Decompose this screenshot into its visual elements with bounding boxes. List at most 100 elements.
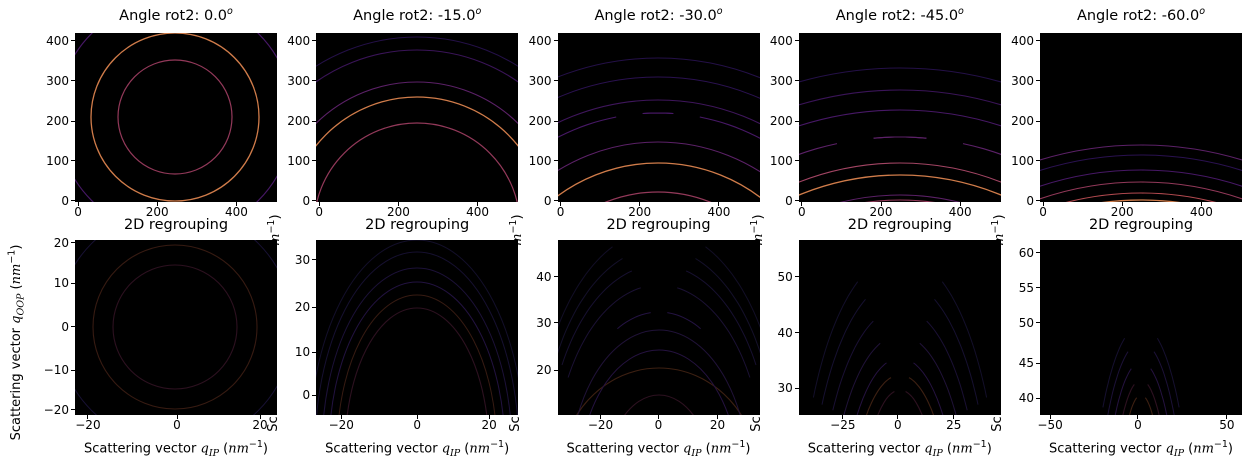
xlabel-subscript-text: IP	[932, 447, 943, 459]
regrouped-panel-4-ylabel-fragment-top: m−1)	[748, 213, 766, 247]
diffraction-ring	[557, 141, 760, 173]
diffraction-ring	[117, 59, 233, 175]
fragment-close: )	[750, 214, 766, 220]
regrouped-panel-4-image	[798, 240, 1001, 415]
fragment-unit: m	[992, 233, 1008, 246]
x-tick-mark	[718, 202, 720, 206]
regrouped-panel-4-ytick-label: 30	[777, 381, 793, 396]
y-tick-mark	[71, 369, 75, 371]
regrouped-panel-3-ylabel-fragment-bottom: Sc	[507, 416, 523, 432]
regrouped-panel-5-ytick-label: 50	[1018, 315, 1034, 330]
y-tick-mark	[312, 306, 317, 308]
xlabel-unit-exponent: −1	[490, 439, 505, 450]
detector-image-panel-1-xtick-label: 400	[224, 205, 248, 219]
diffraction-ring-arc	[694, 258, 760, 354]
diffraction-ring	[316, 251, 519, 415]
diffraction-ring-arc	[699, 116, 760, 139]
y-tick-mark	[1036, 287, 1040, 289]
diffraction-ring	[1066, 192, 1216, 202]
ylabel-unit-close: )	[8, 244, 24, 250]
xlabel-q-symbol: q	[1165, 441, 1174, 457]
y-tick-mark	[1036, 120, 1040, 122]
regrouped-panel-3-ytick-label: 40	[536, 269, 552, 284]
detector-image-panel-4-xtick-label: 200	[869, 205, 893, 219]
detector-image-panel-4-ytick-label: 400	[769, 33, 793, 48]
diffraction-ring	[316, 81, 519, 125]
detector-image-panel-2-ytick-label: 200	[287, 114, 311, 129]
diffraction-ring	[557, 57, 760, 79]
diffraction-ring-arc	[832, 320, 874, 411]
regrouped-panel-1-ytick-label: −10	[43, 363, 69, 378]
x-tick-mark	[477, 202, 479, 206]
regrouped-panel-1-xaxis-label: Scattering vector qIP (nm−1)	[55, 437, 297, 462]
xlabel-unit-close: )	[504, 441, 510, 457]
y-tick-mark	[312, 200, 317, 202]
diffraction-ring-arc	[1156, 337, 1180, 408]
xlabel-unit: nm	[952, 441, 973, 457]
regrouped-panel-4-xtick-label: 25	[946, 418, 962, 432]
diffraction-ring	[1040, 144, 1242, 161]
detector-image-panel-5-title: Angle rot2: -60.0o	[1020, 6, 1248, 26]
diffraction-ring-arc	[676, 287, 750, 378]
x-tick-mark	[1226, 415, 1228, 419]
xlabel-unit: nm	[1193, 441, 1214, 457]
ylabel-q-symbol: q	[8, 315, 24, 324]
y-tick-mark	[1036, 362, 1040, 364]
diffraction-ring	[575, 367, 742, 415]
xlabel-unit-exponent: −1	[248, 439, 263, 450]
detector-image-panel-4-ytick-label: 200	[769, 114, 793, 129]
regrouped-panel-3-image	[557, 240, 760, 415]
x-tick-mark	[600, 415, 602, 419]
detector-image-panel-5-ytick-label: 0	[1026, 193, 1034, 208]
diffraction-ring	[346, 307, 488, 415]
diffraction-ring	[75, 33, 277, 202]
xlabel-subscript: IP	[209, 448, 219, 459]
diffraction-ring-arc	[926, 320, 968, 411]
x-tick-mark	[397, 202, 399, 206]
xlabel-unit: nm	[710, 441, 732, 457]
diffraction-ring-arc	[1144, 397, 1154, 415]
degree-superscript: o	[227, 6, 233, 18]
y-tick-mark	[794, 200, 799, 202]
diffraction-ring-arc	[821, 298, 866, 405]
detector-image-panel-1-ytick-label: 400	[46, 33, 69, 48]
detector-image-panel-1-ytick-label: 200	[46, 114, 69, 129]
regrouped-panel-3-xtick-label: −20	[587, 418, 614, 432]
diffraction-ring-arc	[877, 391, 895, 415]
panel-title-text: 2D regrouping	[1088, 217, 1194, 233]
detector-image-panel-3-ytick-label: 100	[528, 153, 552, 168]
diffraction-ring-arc	[557, 246, 613, 329]
regrouped-panel-1-title: 2D regrouping	[55, 215, 297, 235]
y-tick-mark	[1036, 397, 1040, 399]
diffraction-ring-arc	[685, 270, 756, 366]
regrouped-panel-2-xaxis-label: Scattering vector qIP (nm−1)	[296, 437, 538, 462]
diffraction-ring	[338, 294, 496, 415]
detector-image-panel-1-ytick-label: 300	[46, 73, 69, 88]
ylabel-text: Scattering vector	[8, 323, 24, 441]
detector-image-panel-3-ytick-label: 300	[528, 73, 552, 88]
diffraction-ring-arc	[812, 281, 858, 398]
diffraction-ring-arc	[919, 342, 957, 415]
diffraction-ring-arc	[1147, 384, 1160, 415]
regrouped-panel-1-ytick-label: 0	[61, 319, 69, 334]
regrouped-panel-3-xtick-label: 0	[654, 418, 663, 432]
detector-image-panel-3-title: Angle rot2: -30.0o	[538, 6, 780, 26]
diffraction-ring-arc	[666, 312, 701, 330]
diffraction-ring-arc	[1128, 397, 1138, 415]
detector-image-panel-4-ytick-label: 0	[785, 193, 793, 208]
regrouped-panel-2-image	[316, 240, 519, 415]
x-tick-mark	[340, 415, 342, 419]
regrouped-panel-2-ytick-label: 10	[294, 345, 311, 359]
y-tick-mark	[312, 351, 317, 353]
y-tick-mark	[794, 120, 799, 122]
panel-title-text: 2D regrouping	[123, 217, 229, 233]
regrouped-panel-1-yaxis-label: Scattering vector qOOP (nm−1)	[5, 217, 30, 467]
detector-image-panel-5-ytick-label: 400	[1011, 33, 1034, 48]
degree-superscript: o	[716, 6, 723, 18]
detector-image-panel-5-image	[1040, 33, 1242, 202]
diffraction-ring	[798, 162, 1001, 183]
xlabel-text: Scattering vector	[325, 441, 442, 457]
fragment-close: )	[992, 214, 1008, 220]
detector-image-panel-1-title: Angle rot2: 0.0o	[55, 6, 297, 26]
diffraction-ring	[1102, 199, 1180, 202]
